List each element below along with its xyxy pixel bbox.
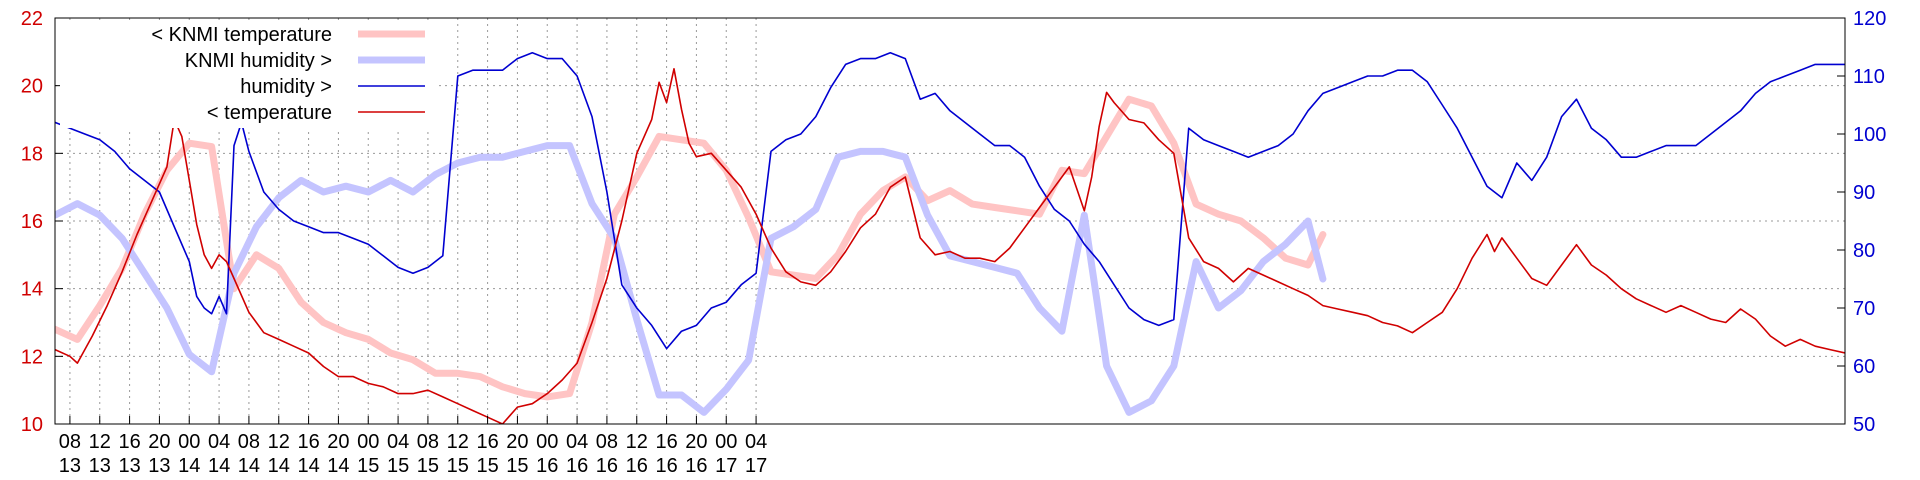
- x-tick-label-day: 16: [536, 455, 558, 477]
- x-tick-label-day: 15: [387, 455, 409, 477]
- x-tick-label-day: 16: [626, 455, 648, 477]
- x-tick-label-hour: 20: [148, 431, 170, 453]
- x-tick-label-day: 15: [506, 455, 528, 477]
- x-tick-label-day: 14: [327, 455, 349, 477]
- x-tick-label-day: 14: [297, 455, 319, 477]
- series-group: [55, 52, 1845, 424]
- x-tick-label-hour: 16: [655, 431, 677, 453]
- x-tick-label-hour: 20: [327, 431, 349, 453]
- series-line-0: [55, 95, 1327, 401]
- legend-entry-label: humidity >: [240, 76, 332, 98]
- legend: < KNMI temperature KNMI humidity > humidit…: [60, 20, 435, 128]
- x-tick-label-day: 15: [476, 455, 498, 477]
- x-tick-label-hour: 08: [59, 431, 81, 453]
- legend-entry-label: < temperature: [207, 102, 332, 124]
- series-line-3: [55, 68, 1845, 424]
- x-tick-label-day: 14: [268, 455, 290, 477]
- x-tick-label-hour: 20: [506, 431, 528, 453]
- series-line-1: [55, 142, 1327, 416]
- left-tick-label: 14: [21, 279, 43, 301]
- right-tick-label: 90: [1853, 182, 1875, 204]
- left-tick-label: 16: [21, 211, 43, 233]
- x-tick-label-day: 17: [715, 455, 737, 477]
- x-tick-label-hour: 04: [566, 431, 588, 453]
- x-tick-label-day: 14: [178, 455, 200, 477]
- x-tick-label-hour: 12: [447, 431, 469, 453]
- x-tick-label-hour: 00: [357, 431, 379, 453]
- right-tick-label: 80: [1853, 240, 1875, 262]
- x-tick-label-hour: 08: [238, 431, 260, 453]
- x-tick-label-day: 16: [655, 455, 677, 477]
- x-tick-label-hour: 04: [208, 431, 230, 453]
- x-tick-label-hour: 20: [685, 431, 707, 453]
- x-tick-label-day: 13: [118, 455, 140, 477]
- right-tick-label: 50: [1853, 414, 1875, 436]
- x-tick-label-day: 13: [148, 455, 170, 477]
- x-tick-label-hour: 16: [118, 431, 140, 453]
- legend-entry-label: < KNMI temperature: [151, 24, 332, 46]
- right-tick-label: 110: [1853, 66, 1885, 88]
- x-tick-label-day: 15: [447, 455, 469, 477]
- x-tick-label-hour: 12: [626, 431, 648, 453]
- x-tick-label-hour: 00: [536, 431, 558, 453]
- right-tick-label: 100: [1853, 124, 1886, 146]
- x-tick-label-hour: 08: [596, 431, 618, 453]
- x-tick-label-hour: 04: [387, 431, 409, 453]
- right-tick-label: 60: [1853, 356, 1875, 378]
- legend-background: [60, 20, 435, 128]
- right-tick-label: 70: [1853, 298, 1875, 320]
- x-tick-label-day: 15: [417, 455, 439, 477]
- x-tick-label-hour: 16: [476, 431, 498, 453]
- right-tick-label: 120: [1853, 8, 1886, 30]
- series-line-2: [55, 52, 1845, 350]
- x-tick-label-day: 16: [596, 455, 618, 477]
- left-tick-label: 22: [21, 8, 43, 30]
- x-tick-label-day: 13: [89, 455, 111, 477]
- x-tick-label-hour: 00: [178, 431, 200, 453]
- x-tick-label-day: 15: [357, 455, 379, 477]
- x-tick-label-day: 14: [208, 455, 230, 477]
- tick-labels: 1012141618202250607080901001101200813121…: [21, 8, 1887, 477]
- x-tick-label-hour: 12: [268, 431, 290, 453]
- left-tick-label: 10: [21, 414, 43, 436]
- x-tick-label-day: 16: [566, 455, 588, 477]
- left-tick-label: 20: [21, 76, 43, 98]
- x-tick-label-day: 16: [685, 455, 707, 477]
- x-tick-label-hour: 00: [715, 431, 737, 453]
- x-tick-label-hour: 16: [297, 431, 319, 453]
- legend-entry-label: KNMI humidity >: [185, 50, 332, 72]
- x-tick-label-day: 13: [59, 455, 81, 477]
- x-tick-label-day: 14: [238, 455, 260, 477]
- x-tick-label-hour: 12: [89, 431, 111, 453]
- x-tick-label-day: 17: [745, 455, 767, 477]
- left-tick-label: 12: [21, 346, 43, 368]
- x-tick-label-hour: 04: [745, 431, 767, 453]
- left-tick-label: 18: [21, 143, 43, 165]
- x-tick-label-hour: 08: [417, 431, 439, 453]
